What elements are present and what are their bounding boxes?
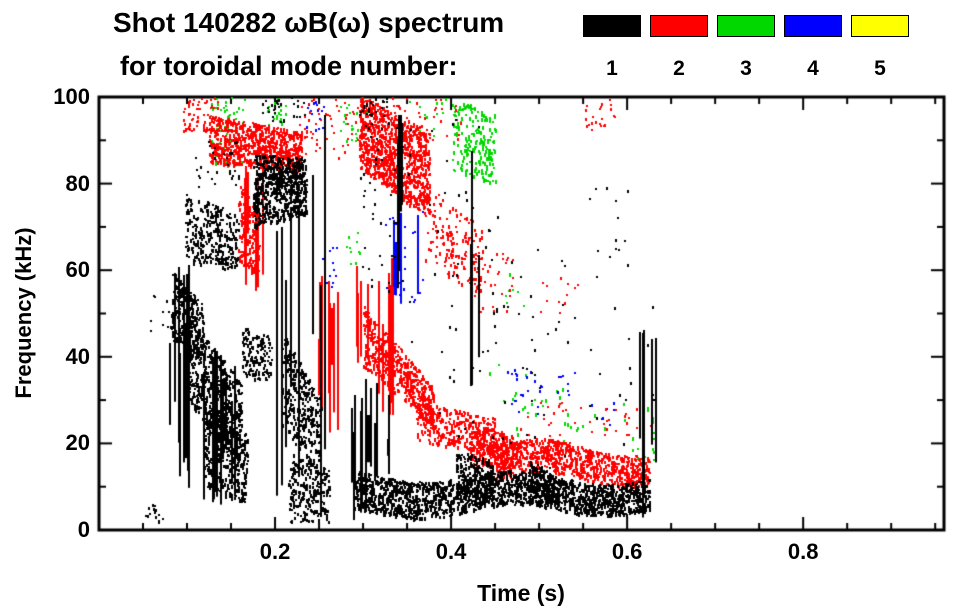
figure-title: Shot 140282 ωB(ω) spectrum <box>113 7 505 38</box>
legend-swatch-n1 <box>583 15 641 37</box>
y-tick-label: 0 <box>77 517 90 542</box>
x-tick-label: 0.4 <box>435 539 467 564</box>
figure-subtitle: for toroidal mode number: <box>120 51 458 81</box>
legend-labels: 1 2 3 4 5 <box>583 57 918 81</box>
y-tick-label: 80 <box>65 170 90 196</box>
legend-swatch-n3 <box>717 15 775 37</box>
y-axis-title: Frequency (kHz) <box>11 227 36 399</box>
legend-swatch-n4 <box>784 15 842 37</box>
x-axis-title: Time (s) <box>477 580 565 606</box>
legend-label-n5: 5 <box>874 57 886 80</box>
y-tick-label: 40 <box>65 343 90 369</box>
x-tick-label: 0.6 <box>611 539 643 564</box>
legend-label-n3: 3 <box>740 57 752 80</box>
x-tick-label: 0.8 <box>787 539 819 564</box>
legend-label-n1: 1 <box>606 57 618 80</box>
y-tick-label: 60 <box>65 257 90 283</box>
legend <box>583 15 909 37</box>
y-tick-label: 20 <box>65 430 90 456</box>
legend-swatch-n2 <box>650 15 708 37</box>
x-tick-label: 0.2 <box>259 539 291 564</box>
legend-swatch-n5 <box>851 15 909 37</box>
legend-label-n4: 4 <box>807 57 819 80</box>
y-tick-label: 100 <box>53 84 90 109</box>
legend-label-n2: 2 <box>673 57 685 80</box>
